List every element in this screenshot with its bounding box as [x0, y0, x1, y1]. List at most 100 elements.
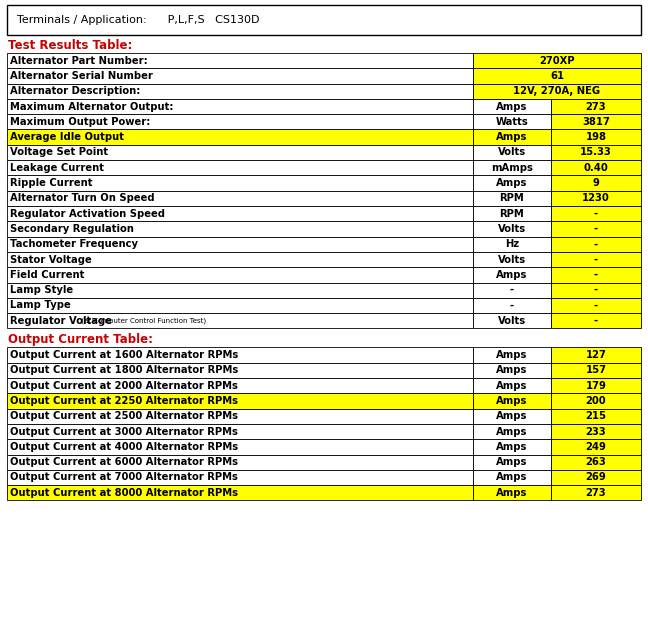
Text: -: - [594, 270, 598, 280]
Bar [551, 393, 641, 409]
Text: Amps: Amps [496, 102, 527, 112]
Text: Output Current at 2500 Alternator RPMs: Output Current at 2500 Alternator RPMs [10, 411, 238, 421]
Bar [551, 454, 641, 470]
Text: Secondary Regulation: Secondary Regulation [10, 224, 134, 234]
Bar [473, 454, 551, 470]
Text: Output Current at 4000 Alternator RPMs: Output Current at 4000 Alternator RPMs [10, 442, 238, 452]
Text: -: - [594, 224, 598, 234]
Text: Maximum Alternator Output:: Maximum Alternator Output: [10, 102, 174, 112]
Bar [551, 424, 641, 439]
Bar [473, 267, 551, 283]
Bar [473, 470, 551, 485]
Text: -: - [594, 255, 598, 265]
Bar [551, 298, 641, 313]
Text: 0.40: 0.40 [584, 163, 608, 173]
Bar [551, 283, 641, 298]
Bar [473, 283, 551, 298]
Text: 198: 198 [586, 132, 607, 142]
Text: Amps: Amps [496, 270, 527, 280]
Bar [7, 222, 473, 236]
Text: 270XP: 270XP [539, 56, 575, 66]
Text: Output Current at 7000 Alternator RPMs: Output Current at 7000 Alternator RPMs [10, 472, 238, 482]
Bar [473, 160, 551, 175]
Bar [473, 409, 551, 424]
Bar [473, 175, 551, 191]
Bar [551, 160, 641, 175]
Bar [473, 130, 551, 145]
Text: 127: 127 [586, 350, 607, 360]
Bar [7, 5, 641, 35]
Text: 269: 269 [586, 472, 607, 482]
Bar [551, 252, 641, 267]
Text: Amps: Amps [496, 442, 527, 452]
Bar [7, 175, 473, 191]
Bar [7, 348, 473, 363]
Text: 179: 179 [586, 381, 607, 391]
Bar [7, 68, 473, 84]
Bar [7, 454, 473, 470]
Text: Test Results Table:: Test Results Table: [8, 39, 132, 52]
Bar [7, 53, 473, 68]
Text: Amps: Amps [496, 350, 527, 360]
Text: Output Current at 6000 Alternator RPMs: Output Current at 6000 Alternator RPMs [10, 457, 238, 467]
Bar [7, 160, 473, 175]
Bar [7, 236, 473, 252]
Bar [551, 206, 641, 222]
Text: -: - [594, 239, 598, 249]
Bar [7, 130, 473, 145]
Text: -: - [510, 300, 514, 311]
Text: -: - [594, 208, 598, 218]
Text: 15.33: 15.33 [580, 147, 612, 157]
Bar [473, 191, 551, 206]
Bar [7, 363, 473, 378]
Text: 1230: 1230 [582, 193, 610, 203]
Bar [473, 313, 551, 328]
Bar [7, 424, 473, 439]
Text: Volts: Volts [498, 316, 526, 326]
Text: Tachometer Frequency: Tachometer Frequency [10, 239, 138, 249]
Text: Alternator Part Number:: Alternator Part Number: [10, 56, 148, 66]
Text: 215: 215 [586, 411, 607, 421]
Text: Ripple Current: Ripple Current [10, 178, 93, 188]
Text: 157: 157 [586, 365, 607, 376]
Bar [473, 485, 551, 500]
Text: Output Current at 3000 Alternator RPMs: Output Current at 3000 Alternator RPMs [10, 427, 238, 437]
Bar [7, 439, 473, 454]
Bar [7, 84, 473, 99]
Text: Stator Voltage: Stator Voltage [10, 255, 92, 265]
Text: Alternator Turn On Speed: Alternator Turn On Speed [10, 193, 155, 203]
Bar [551, 409, 641, 424]
Text: Regulator Activation Speed: Regulator Activation Speed [10, 208, 165, 218]
Text: Volts: Volts [498, 255, 526, 265]
Text: Amps: Amps [496, 427, 527, 437]
Bar [551, 313, 641, 328]
Bar [551, 363, 641, 378]
Bar [7, 252, 473, 267]
Text: Average Idle Output: Average Idle Output [10, 132, 124, 142]
Bar [551, 485, 641, 500]
Text: Field Current: Field Current [10, 270, 84, 280]
Bar [551, 378, 641, 393]
Text: 273: 273 [586, 102, 607, 112]
Bar [551, 236, 641, 252]
Bar [473, 222, 551, 236]
Bar [473, 84, 641, 99]
Text: Amps: Amps [496, 457, 527, 467]
Bar [473, 363, 551, 378]
Bar [473, 236, 551, 252]
Text: Amps: Amps [496, 472, 527, 482]
Text: RPM: RPM [500, 208, 524, 218]
Bar [7, 378, 473, 393]
Bar [7, 470, 473, 485]
Text: Leakage Current: Leakage Current [10, 163, 104, 173]
Text: Amps: Amps [496, 488, 527, 498]
Bar [7, 393, 473, 409]
Text: 263: 263 [586, 457, 607, 467]
Bar [473, 68, 641, 84]
Text: Output Current at 1800 Alternator RPMs: Output Current at 1800 Alternator RPMs [10, 365, 238, 376]
Bar [551, 439, 641, 454]
Bar [551, 191, 641, 206]
Bar [551, 99, 641, 114]
Bar [7, 298, 473, 313]
Text: Amps: Amps [496, 381, 527, 391]
